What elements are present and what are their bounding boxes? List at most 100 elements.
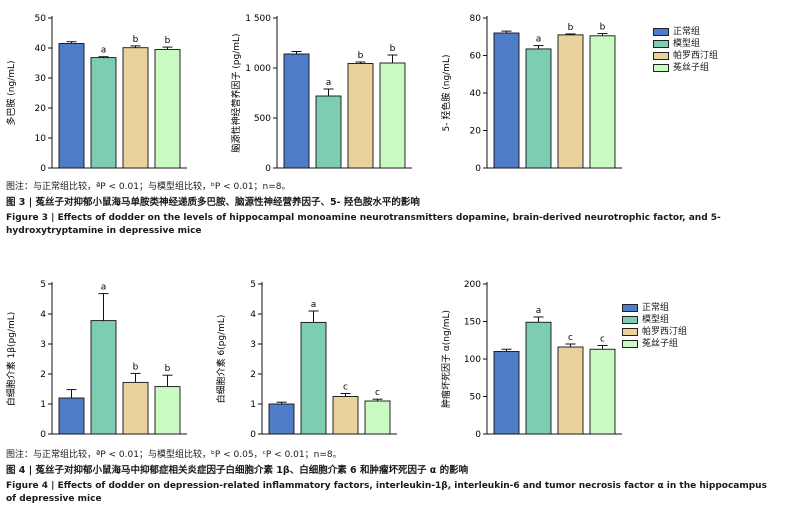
y-tick-label: 1 000 bbox=[245, 64, 271, 74]
significance-label: a bbox=[311, 300, 317, 310]
y-tick-label: 5 bbox=[40, 280, 46, 290]
significance-label: b bbox=[133, 35, 139, 45]
figure4-caption-cn: 图 4 | 菟丝子对抑郁小鼠海马中抑郁症相关炎症因子白细胞介素 1β、白细胞介素… bbox=[6, 465, 469, 476]
bar bbox=[493, 351, 520, 435]
figure4-caption-en: Figure 4 | Effects of dodder on depressi… bbox=[6, 481, 767, 504]
legend-swatch bbox=[653, 52, 669, 60]
legend-item: 模型组 bbox=[622, 314, 687, 326]
y-tick-label: 40 bbox=[470, 89, 482, 99]
y-axis-label: 多巴胺 (ng/mL) bbox=[5, 60, 17, 125]
legend-item: 帕罗西汀组 bbox=[622, 326, 687, 338]
y-tick-label: 0 bbox=[40, 164, 46, 174]
y-axis-label: 脑源性神经营养因子 (pg/mL) bbox=[230, 33, 242, 152]
bar bbox=[379, 62, 406, 169]
y-tick-label: 0 bbox=[475, 164, 481, 174]
bar bbox=[364, 400, 391, 435]
bar bbox=[122, 381, 149, 435]
bar bbox=[122, 47, 149, 169]
legend-swatch bbox=[622, 316, 638, 324]
y-tick-label: 50 bbox=[470, 393, 482, 403]
y-tick-label: 0 bbox=[250, 430, 256, 440]
bar bbox=[154, 386, 181, 435]
bar bbox=[493, 32, 520, 169]
significance-label: b bbox=[133, 362, 139, 372]
y-tick-label: 1 500 bbox=[245, 14, 271, 24]
y-axis-label: 肿瘤坏死因子 α(ng/mL) bbox=[440, 310, 452, 408]
legend-label: 帕罗西汀组 bbox=[642, 327, 688, 337]
bar bbox=[525, 321, 552, 435]
y-tick-label: 1 bbox=[40, 400, 46, 410]
chart-il1b: 白细胞介素 1β(pg/mL) 0 1 2 3 4 5 a b b bbox=[5, 280, 187, 440]
legend-label: 菟丝子组 bbox=[673, 63, 710, 73]
y-tick-label: 10 bbox=[35, 134, 47, 144]
bar bbox=[154, 49, 181, 169]
bar bbox=[332, 396, 359, 435]
y-axis-label: 5- 羟色胺 (ng/mL) bbox=[440, 55, 452, 132]
bar bbox=[90, 320, 117, 435]
legend-label: 帕罗西汀组 bbox=[673, 51, 719, 61]
y-tick-label: 60 bbox=[470, 52, 482, 62]
chart-dopamine: 多巴胺 (ng/mL) 0 10 20 30 40 50 a b b bbox=[5, 14, 187, 174]
significance-label: b bbox=[165, 36, 171, 46]
significance-label: b bbox=[568, 23, 574, 33]
significance-label: a bbox=[101, 283, 107, 293]
legend-swatch bbox=[653, 40, 669, 48]
y-tick-label: 500 bbox=[254, 114, 271, 124]
bar bbox=[58, 397, 85, 435]
legend-swatch bbox=[622, 328, 638, 336]
chart-tnfa: 肿瘤坏死因子 α(ng/mL) 0 50 100 150 200 a c c bbox=[440, 280, 622, 440]
bar bbox=[557, 34, 584, 169]
y-tick-label: 150 bbox=[464, 318, 481, 328]
legend-swatch bbox=[622, 304, 638, 312]
y-tick-label: 40 bbox=[35, 44, 47, 54]
legend-swatch bbox=[653, 28, 669, 36]
chart-5ht: 5- 羟色胺 (ng/mL) 0 20 40 60 80 a b b bbox=[440, 14, 622, 174]
bar bbox=[557, 346, 584, 435]
bar bbox=[589, 35, 616, 169]
legend-item: 菟丝子组 bbox=[622, 338, 687, 350]
legend-label: 正常组 bbox=[673, 27, 701, 37]
significance-label: b bbox=[165, 364, 171, 374]
y-tick-label: 100 bbox=[464, 355, 481, 365]
y-tick-label: 5 bbox=[250, 280, 256, 290]
y-tick-label: 0 bbox=[475, 430, 481, 440]
significance-label: c bbox=[375, 388, 380, 398]
chart-bdnf: 脑源性神经营养因子 (pg/mL) 0 500 1 000 1 500 a b b bbox=[230, 14, 412, 174]
bar bbox=[525, 48, 552, 169]
bar bbox=[268, 403, 295, 435]
y-tick-label: 3 bbox=[250, 340, 256, 350]
significance-label: a bbox=[101, 46, 107, 56]
legend-item: 正常组 bbox=[622, 302, 687, 314]
y-tick-label: 80 bbox=[470, 14, 482, 24]
y-tick-label: 200 bbox=[464, 280, 481, 290]
y-tick-label: 4 bbox=[40, 310, 46, 320]
figure4-note: 图注：与正常组比较，ªP < 0.01；与模型组比较，ᵇP < 0.05，ᶜP … bbox=[6, 450, 342, 460]
legend-swatch bbox=[622, 340, 638, 348]
bar bbox=[589, 348, 616, 435]
legend-label: 模型组 bbox=[673, 39, 701, 49]
y-axis-label: 白细胞介素 6(pg/mL) bbox=[215, 315, 227, 404]
y-tick-label: 30 bbox=[35, 74, 47, 84]
legend-item: 模型组 bbox=[653, 38, 718, 50]
significance-label: b bbox=[600, 23, 606, 33]
significance-label: c bbox=[600, 335, 605, 345]
bar bbox=[283, 53, 310, 169]
legend-item: 菟丝子组 bbox=[653, 62, 718, 74]
bar bbox=[300, 321, 327, 435]
legend-swatch bbox=[653, 64, 669, 72]
significance-label: a bbox=[326, 78, 332, 88]
y-tick-label: 50 bbox=[35, 14, 47, 24]
significance-label: c bbox=[568, 333, 573, 343]
y-tick-label: 2 bbox=[250, 370, 256, 380]
y-tick-label: 3 bbox=[40, 340, 46, 350]
chart-il6: 白细胞介素 6(pg/mL) 0 1 2 3 4 5 a c c bbox=[215, 280, 397, 440]
bar bbox=[315, 95, 342, 169]
legend-item: 帕罗西汀组 bbox=[653, 50, 718, 62]
bar bbox=[90, 57, 117, 169]
y-tick-label: 0 bbox=[40, 430, 46, 440]
figure3-caption-cn: 图 3 | 菟丝子对抑郁小鼠海马单胺类神经递质多巴胺、脑源性神经营养因子、5- … bbox=[6, 197, 420, 208]
y-tick-label: 4 bbox=[250, 310, 256, 320]
legend-figure4: 正常组 模型组 帕罗西汀组 菟丝子组 bbox=[622, 302, 687, 350]
bar bbox=[347, 63, 374, 169]
significance-label: b bbox=[358, 51, 364, 61]
